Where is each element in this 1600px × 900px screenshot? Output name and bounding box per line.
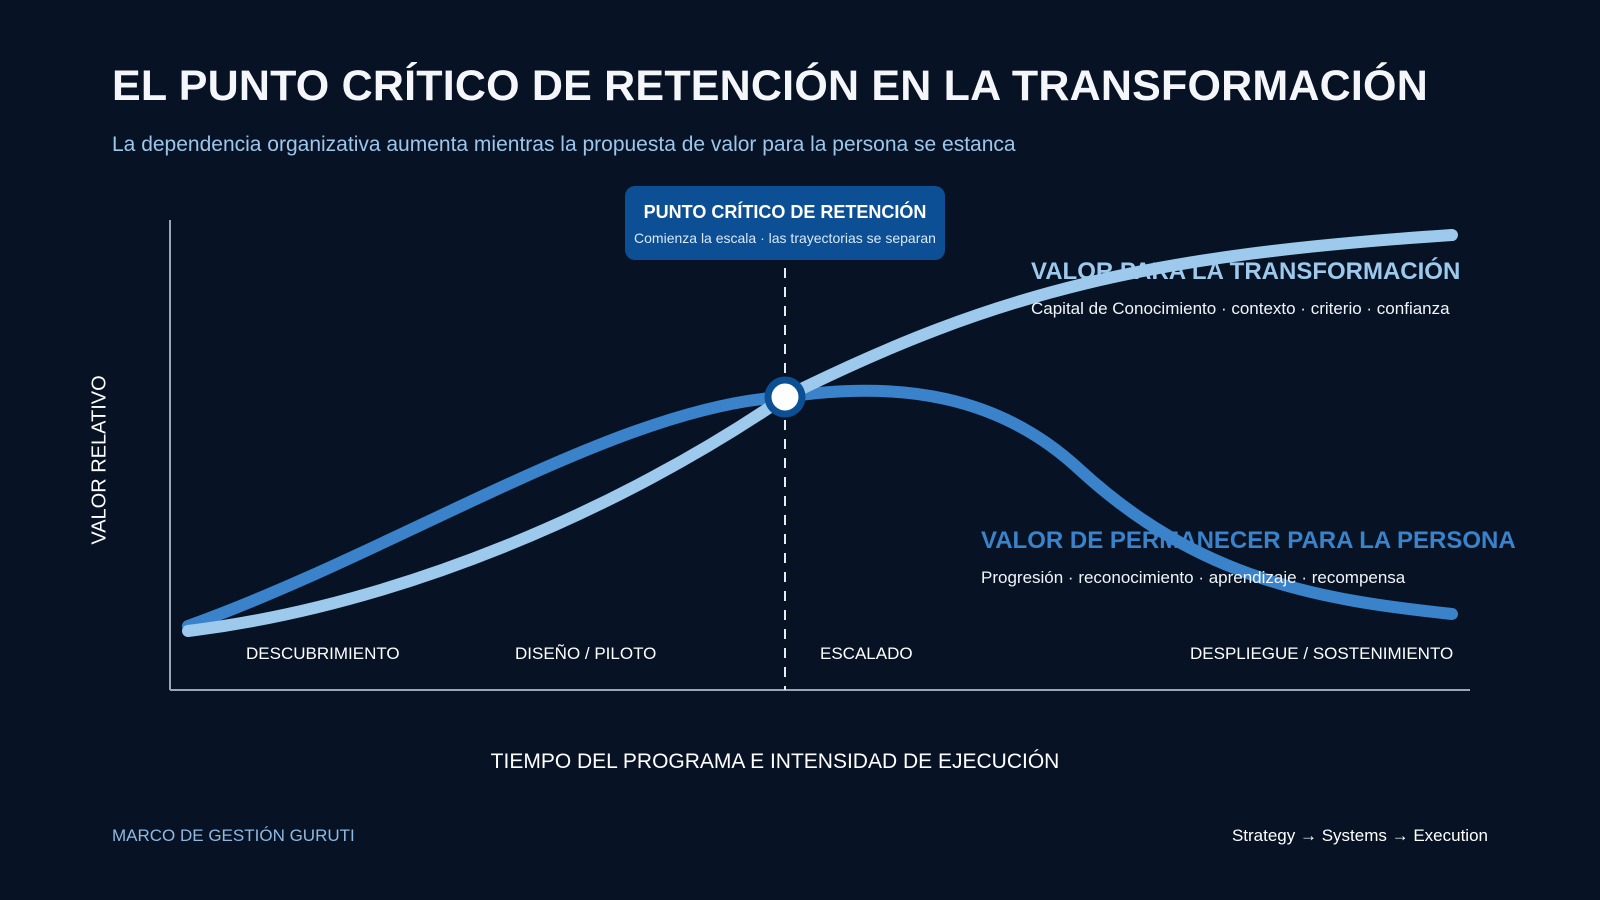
- y-axis-label: VALOR RELATIVO: [88, 375, 111, 545]
- transformation-series-label: VALOR PARA LA TRANSFORMACIÓN: [1031, 258, 1461, 285]
- callout-subtitle: Comienza la escala · las trayectorias se…: [634, 230, 936, 246]
- footer-framework-name: MARCO DE GESTIÓN GURUTI: [112, 826, 355, 845]
- person-value-curve: [182, 384, 1458, 632]
- critical-point-marker: [764, 376, 806, 418]
- page-title: EL PUNTO CRÍTICO DE RETENCIÓN EN LA TRAN…: [112, 62, 1428, 110]
- phase-label-design-pilot: DISEÑO / PILOTO: [515, 644, 657, 663]
- phase-label-deployment: DESPLIEGUE / SOSTENIMIENTO: [1190, 644, 1454, 663]
- phase-label-discovery: DESCUBRIMIENTO: [246, 644, 400, 663]
- callout-title: PUNTO CRÍTICO DE RETENCIÓN: [643, 202, 927, 222]
- x-axis-label: TIEMPO DEL PROGRAMA E INTENSIDAD DE EJEC…: [490, 750, 1060, 773]
- transformation-series-description: Capital de Conocimiento · contexto · cri…: [1031, 299, 1450, 318]
- phase-label-scaling: ESCALADO: [820, 644, 913, 663]
- person-series-description: Progresión · reconocimiento · aprendizaj…: [981, 568, 1406, 587]
- person-series-label: VALOR DE PERMANECER PARA LA PERSONA: [981, 527, 1516, 554]
- page-subtitle: La dependencia organizativa aumenta mien…: [112, 133, 1016, 156]
- footer-tagline: Strategy → Systems → Execution: [1231, 826, 1488, 845]
- critical-point-callout: PUNTO CRÍTICO DE RETENCIÓN Comienza la e…: [625, 186, 945, 260]
